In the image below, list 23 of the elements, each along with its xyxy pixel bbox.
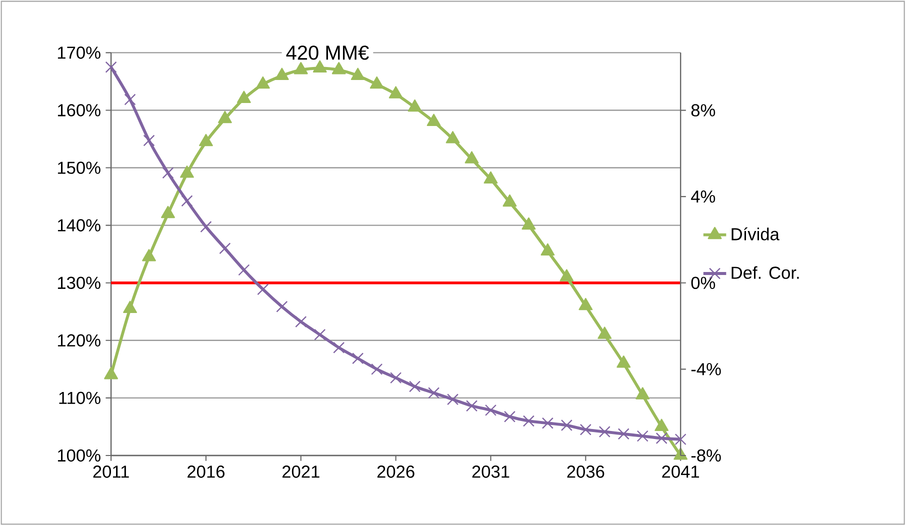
y-tick-label: 150% — [58, 162, 100, 174]
legend-label: Dívida — [732, 228, 780, 241]
y-tick-label: 160% — [58, 104, 100, 117]
y2-tick-label: -4% — [691, 363, 721, 376]
annotation: 420 MM€ — [286, 46, 369, 60]
y-tick-label: 130% — [58, 276, 100, 290]
x-tick-label: 2011 — [93, 466, 129, 478]
y2-tick-label: 0% — [691, 276, 716, 290]
y2-tick-label: 4% — [691, 190, 716, 203]
y-tick-label: 120% — [58, 334, 100, 347]
y-tick-label: 110% — [59, 392, 100, 404]
legend-label: Def. Cor. — [732, 266, 799, 280]
x-tick-label: 2016 — [188, 466, 224, 478]
y-tick-label: 140% — [58, 219, 100, 232]
y2-tick-label: 8% — [691, 104, 716, 117]
x-tick-label: 2036 — [567, 466, 604, 478]
x-tick-label: 2031 — [472, 466, 510, 478]
x-tick-label: 2021 — [282, 466, 320, 478]
y-tick-label: 100% — [58, 450, 100, 462]
y2-tick-label: -8% — [691, 450, 721, 462]
x-tick-label: 2041 — [662, 466, 700, 478]
y-tick-label: 170% — [58, 46, 100, 60]
x-tick-label: 2026 — [377, 466, 414, 478]
